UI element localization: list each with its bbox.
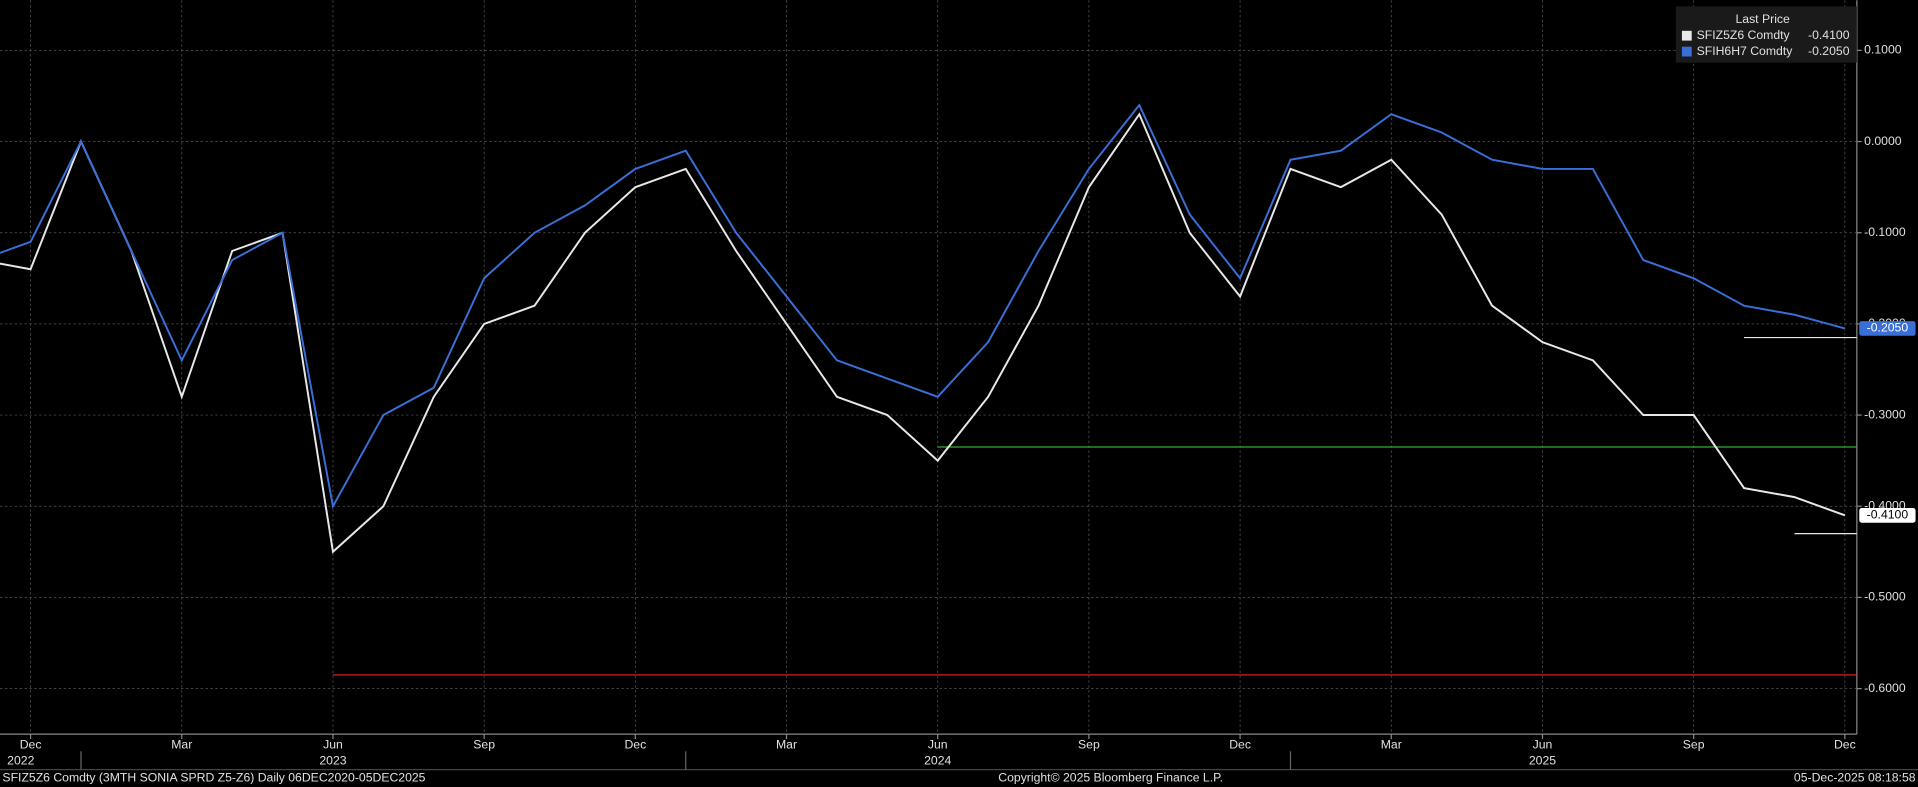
x-tick-label: Dec xyxy=(1229,737,1251,751)
legend-swatch xyxy=(1681,46,1692,57)
series-line xyxy=(0,112,1846,554)
x-year-label: 2024 xyxy=(924,753,951,767)
last-value-tag xyxy=(1859,508,1916,523)
series-line xyxy=(0,103,1846,510)
x-tick-label: Sep xyxy=(473,737,495,751)
last-value-label: -0.4100 xyxy=(1867,508,1909,522)
legend-label: SFIZ5Z6 Comdty xyxy=(1697,28,1791,42)
last-value-tag xyxy=(1859,321,1916,336)
x-tick-label: Dec xyxy=(20,737,42,751)
x-year-label: 2022 xyxy=(7,753,34,767)
x-tick-label: Sep xyxy=(1683,737,1705,751)
x-tick-label: Dec xyxy=(1834,737,1856,751)
last-value-label: -0.2050 xyxy=(1867,321,1909,335)
x-tick-label: Jun xyxy=(928,737,948,751)
plot-area xyxy=(0,103,1857,676)
legend-label: SFIH6H7 Comdty xyxy=(1697,44,1794,58)
y-tick-label: -0.5000 xyxy=(1864,590,1906,604)
x-tick-label: Dec xyxy=(624,737,646,751)
y-tick-label: -0.1000 xyxy=(1864,225,1906,239)
axes: 0.10000.0000-0.1000-0.2000-0.3000-0.4000… xyxy=(7,43,1916,770)
footer-right: 05-Dec-2025 08:18:58 xyxy=(1794,770,1916,784)
footer-center: Copyright© 2025 Bloomberg Finance L.P. xyxy=(998,770,1223,784)
x-tick-label: Jun xyxy=(1533,737,1553,751)
legend-value: -0.4100 xyxy=(1808,28,1850,42)
footer-left: SFIZ5Z6 Comdty (3MTH SONIA SPRD Z5-Z6) D… xyxy=(2,770,425,784)
legend-title: Last Price xyxy=(1735,12,1790,26)
grid xyxy=(0,0,1857,735)
legend-swatch xyxy=(1681,30,1692,41)
y-tick-label: -0.6000 xyxy=(1864,681,1906,695)
y-tick-label: -0.3000 xyxy=(1864,407,1906,421)
x-tick-label: Mar xyxy=(1381,737,1402,751)
x-year-label: 2025 xyxy=(1529,753,1556,767)
x-tick-label: Sep xyxy=(1078,737,1100,751)
legend-value: -0.2050 xyxy=(1808,44,1850,58)
y-tick-label: 0.1000 xyxy=(1864,43,1902,57)
x-year-label: 2023 xyxy=(319,753,346,767)
x-tick-label: Mar xyxy=(171,737,192,751)
legend-box xyxy=(1675,6,1857,63)
x-tick-label: Mar xyxy=(776,737,797,751)
y-tick-label: 0.0000 xyxy=(1864,134,1902,148)
x-tick-label: Jun xyxy=(323,737,343,751)
